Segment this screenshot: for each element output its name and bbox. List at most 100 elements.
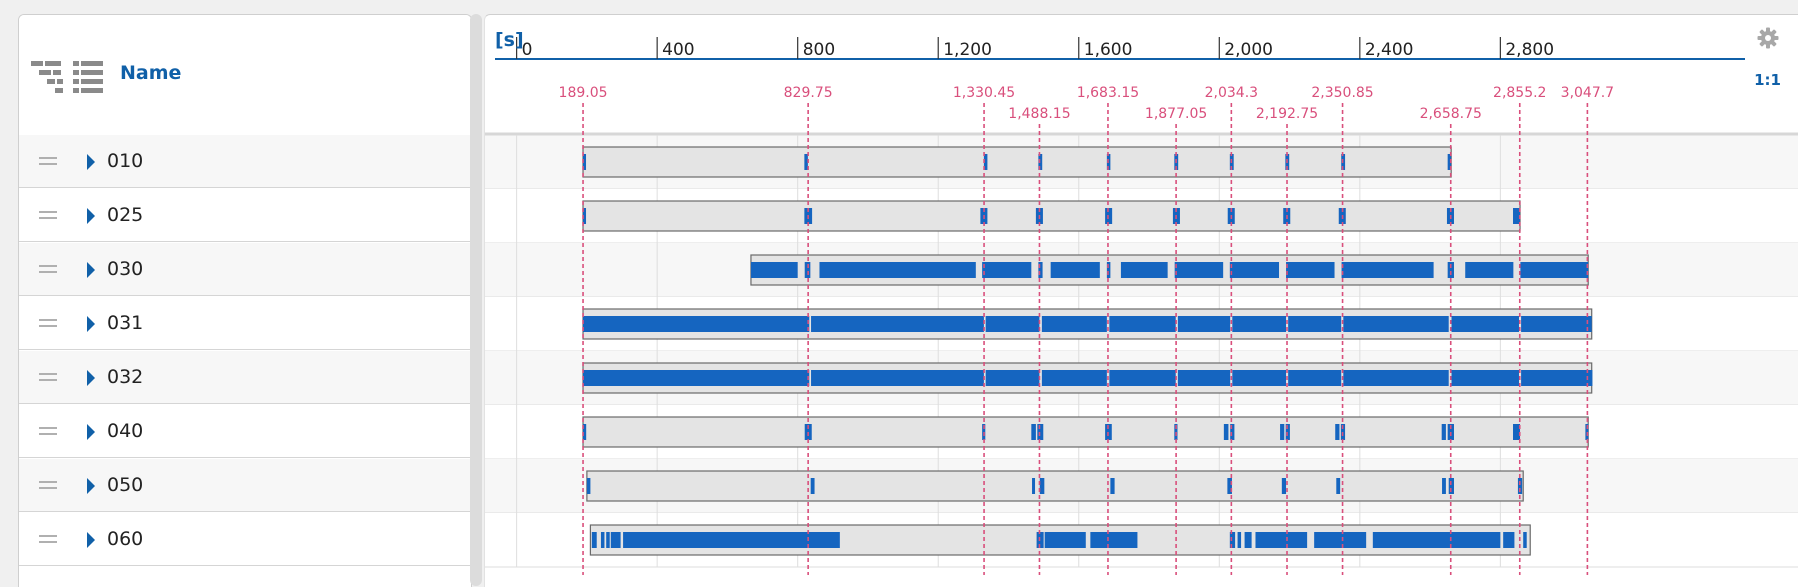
lane-segment[interactable]	[1232, 316, 1287, 332]
lane-segment[interactable]	[1244, 532, 1252, 548]
lane-segment[interactable]	[1513, 424, 1521, 440]
lane-segment[interactable]	[1281, 478, 1287, 494]
lane-segment[interactable]	[1288, 316, 1342, 332]
lane-segment[interactable]	[1227, 478, 1232, 494]
lane-segment[interactable]	[1442, 478, 1446, 494]
tree-row[interactable]: 030	[19, 243, 471, 296]
lane-segment[interactable]	[1223, 424, 1229, 440]
lane-segment[interactable]	[1448, 478, 1454, 494]
expand-arrow-icon[interactable]	[85, 207, 97, 225]
drag-handle-icon[interactable]	[39, 535, 57, 543]
lane-segment[interactable]	[1447, 262, 1454, 278]
lane-segment[interactable]	[586, 478, 591, 494]
lane-segment[interactable]	[1336, 478, 1341, 494]
drag-handle-icon[interactable]	[39, 481, 57, 489]
expand-arrow-icon[interactable]	[85, 153, 97, 171]
lane-segment[interactable]	[1177, 316, 1231, 332]
lane-segment[interactable]	[1230, 424, 1235, 440]
lane-segment[interactable]	[1177, 370, 1231, 386]
lane-segment[interactable]	[750, 262, 798, 278]
lane-segment[interactable]	[985, 316, 1040, 332]
lane-segment[interactable]	[1372, 532, 1501, 548]
lane-segment[interactable]	[1237, 532, 1242, 548]
tree-row[interactable]: 040	[19, 405, 471, 458]
lane-segment[interactable]	[583, 424, 587, 440]
lane-segment[interactable]	[1050, 262, 1100, 278]
lane-segment[interactable]	[1280, 424, 1285, 440]
lane-range-bar[interactable]	[582, 416, 1589, 448]
lane-segment[interactable]	[1174, 262, 1224, 278]
lane-segment[interactable]	[623, 532, 840, 548]
lane-range-bar[interactable]	[586, 470, 1524, 502]
panel-splitter[interactable]	[470, 14, 482, 586]
lane-segment[interactable]	[1038, 154, 1043, 170]
lane-segment[interactable]	[811, 316, 984, 332]
lane-segment[interactable]	[1343, 370, 1449, 386]
lane-segment[interactable]	[1090, 532, 1138, 548]
lane-segment[interactable]	[1341, 262, 1434, 278]
tree-row[interactable]: 060	[19, 513, 471, 566]
lane-segment[interactable]	[1232, 370, 1287, 386]
lane-segment[interactable]	[1521, 316, 1592, 332]
lane-segment[interactable]	[583, 370, 810, 386]
lane-segment[interactable]	[583, 316, 810, 332]
drag-handle-icon[interactable]	[39, 157, 57, 165]
drag-handle-icon[interactable]	[39, 319, 57, 327]
lane-segment[interactable]	[1343, 316, 1449, 332]
expand-arrow-icon[interactable]	[85, 315, 97, 333]
lane-segment[interactable]	[1521, 370, 1593, 386]
lane-segment[interactable]	[983, 154, 988, 170]
lane-segment[interactable]	[1520, 262, 1589, 278]
lane-segment[interactable]	[1314, 532, 1367, 548]
lane-segment[interactable]	[1451, 316, 1519, 332]
lane-segment[interactable]	[1517, 478, 1523, 494]
drag-handle-icon[interactable]	[39, 373, 57, 381]
tree-row[interactable]: 010	[19, 135, 471, 188]
lane-segment[interactable]	[1229, 532, 1236, 548]
lane-segment[interactable]	[1465, 262, 1514, 278]
lane-segment[interactable]	[1041, 370, 1107, 386]
lane-segment[interactable]	[606, 532, 610, 548]
lane-segment[interactable]	[1110, 478, 1115, 494]
tree-row[interactable]: 025	[19, 189, 471, 242]
tree-row[interactable]: 032	[19, 351, 471, 404]
lane-segment[interactable]	[1288, 370, 1342, 386]
expand-arrow-icon[interactable]	[85, 423, 97, 441]
lane-segment[interactable]	[1031, 424, 1036, 440]
lane-segment[interactable]	[1447, 154, 1452, 170]
lane-segment[interactable]	[1109, 316, 1176, 332]
lane-segment[interactable]	[1523, 532, 1527, 548]
lane-segment[interactable]	[1032, 478, 1036, 494]
tree-row[interactable]: 050	[19, 459, 471, 512]
gear-icon[interactable]	[1757, 27, 1779, 49]
tree-row[interactable]: 031	[19, 297, 471, 350]
lane-segment[interactable]	[1229, 262, 1280, 278]
lane-segment[interactable]	[583, 208, 587, 224]
lane-segment[interactable]	[1039, 478, 1045, 494]
name-column-header[interactable]: Name	[120, 62, 182, 84]
drag-handle-icon[interactable]	[39, 427, 57, 435]
lane-segment[interactable]	[1120, 262, 1168, 278]
lane-segment[interactable]	[1335, 424, 1340, 440]
lane-segment[interactable]	[1255, 532, 1308, 548]
lane-range-bar[interactable]	[582, 200, 1521, 232]
lane-segment[interactable]	[1044, 532, 1086, 548]
lane-segment[interactable]	[583, 154, 587, 170]
lane-segment[interactable]	[1513, 208, 1521, 224]
lane-segment[interactable]	[1503, 532, 1515, 548]
lane-segment[interactable]	[591, 532, 597, 548]
lane-segment[interactable]	[1441, 424, 1446, 440]
lane-segment[interactable]	[1109, 370, 1176, 386]
drag-handle-icon[interactable]	[39, 265, 57, 273]
lane-segment[interactable]	[610, 532, 621, 548]
zoom-level[interactable]: 1:1	[1754, 71, 1781, 89]
lane-segment[interactable]	[810, 478, 815, 494]
expand-arrow-icon[interactable]	[85, 261, 97, 279]
expand-arrow-icon[interactable]	[85, 369, 97, 387]
lane-segment[interactable]	[804, 262, 811, 278]
expand-arrow-icon[interactable]	[85, 531, 97, 549]
tree-view-toggle-icon[interactable]	[31, 59, 107, 95]
timeline-chart[interactable]: 0 400 800 1,200 1,600 2,000 2,400 2,800 189.05 82…	[485, 15, 1798, 575]
lane-segment[interactable]	[819, 262, 976, 278]
drag-handle-icon[interactable]	[39, 211, 57, 219]
